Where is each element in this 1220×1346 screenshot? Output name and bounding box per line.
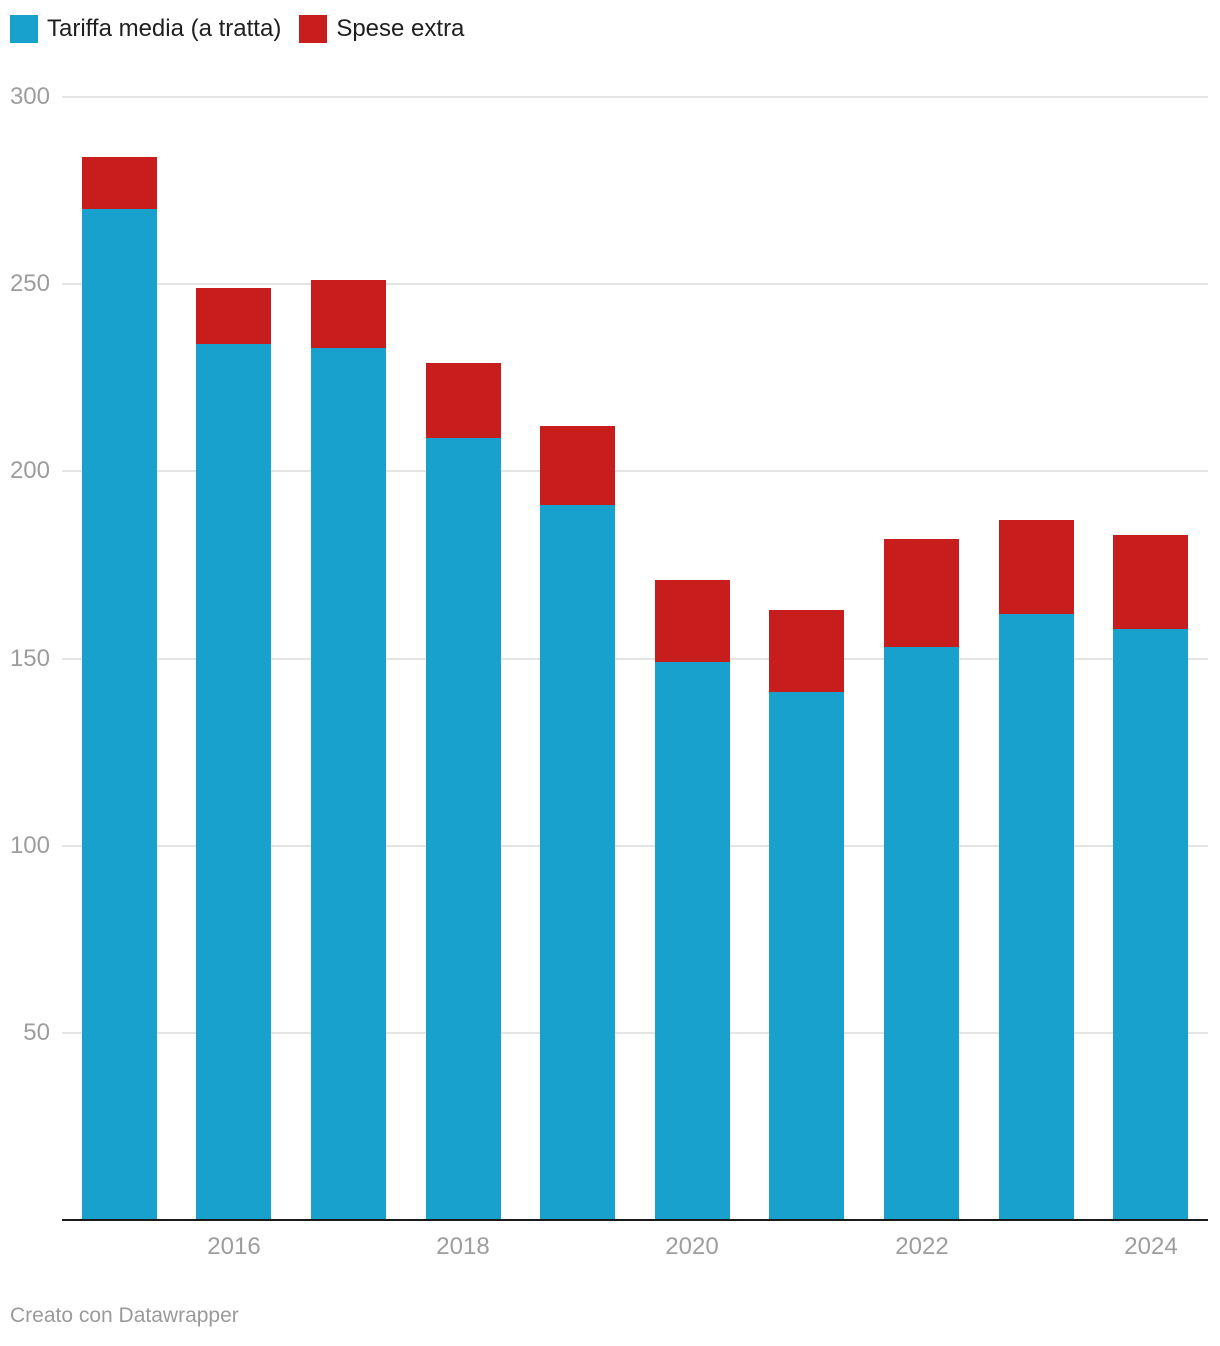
bar-segment-spese-extra-2016[interactable] [196, 288, 271, 344]
x-tick-label-2020: 2020 [665, 1233, 719, 1260]
x-tick-label-2022: 2022 [895, 1233, 949, 1260]
x-axis-line [62, 1219, 1208, 1221]
y-tick-label-150: 150 [9, 645, 50, 672]
y-tick-label-250: 250 [9, 270, 50, 297]
y-tick-label-300: 300 [9, 83, 50, 110]
gridline-300 [62, 96, 1208, 98]
bar-segment-spese-extra-2020[interactable] [655, 580, 730, 662]
bar-segment-spese-extra-2023[interactable] [999, 520, 1074, 614]
y-tick-label-50: 50 [23, 1019, 50, 1046]
bar-segment-spese-extra-2017[interactable] [311, 280, 386, 348]
bar-segment-tariffa-media-a-tratta-2023[interactable] [999, 614, 1074, 1220]
bar-segment-tariffa-media-a-tratta-2020[interactable] [655, 662, 730, 1220]
bar-segment-tariffa-media-a-tratta-2021[interactable] [769, 692, 844, 1220]
x-tick-label-2024: 2024 [1124, 1233, 1178, 1260]
bar-segment-tariffa-media-a-tratta-2024[interactable] [1113, 629, 1188, 1220]
bar-segment-tariffa-media-a-tratta-2018[interactable] [426, 438, 501, 1220]
legend-label-tariffa-media-a-tratta: Tariffa media (a tratta) [47, 15, 282, 42]
bar-segment-tariffa-media-a-tratta-2015[interactable] [82, 209, 157, 1220]
bar-segment-spese-extra-2019[interactable] [540, 426, 615, 505]
datawrapper-credit-link[interactable]: Creato con Datawrapper [10, 1304, 239, 1327]
bar-segment-tariffa-media-a-tratta-2022[interactable] [884, 647, 959, 1220]
bar-segment-tariffa-media-a-tratta-2017[interactable] [311, 348, 386, 1220]
bar-segment-tariffa-media-a-tratta-2019[interactable] [540, 505, 615, 1220]
legend-swatch-spese-extra [299, 15, 328, 43]
bar-segment-spese-extra-2021[interactable] [769, 610, 844, 692]
legend-swatch-tariffa-media-a-tratta [10, 15, 38, 43]
bar-segment-spese-extra-2022[interactable] [884, 539, 959, 647]
y-tick-label-200: 200 [9, 457, 50, 484]
legend-label-spese-extra: Spese extra [336, 15, 465, 42]
gridline-150 [62, 658, 1208, 660]
gridline-200 [62, 470, 1208, 472]
gridline-50 [62, 1032, 1208, 1034]
bar-segment-spese-extra-2015[interactable] [82, 157, 157, 209]
x-tick-label-2018: 2018 [436, 1233, 490, 1260]
bar-segment-spese-extra-2024[interactable] [1113, 535, 1188, 629]
legend-item-spese-extra: Spese extra [299, 15, 464, 43]
bar-segment-spese-extra-2018[interactable] [426, 363, 501, 438]
x-tick-label-2016: 2016 [207, 1233, 261, 1260]
legend: Tariffa media (a tratta) Spese extra [10, 15, 464, 43]
legend-item-tariffa-media-a-tratta: Tariffa media (a tratta) [10, 15, 281, 43]
y-tick-label-100: 100 [9, 832, 50, 859]
bar-segment-tariffa-media-a-tratta-2016[interactable] [196, 344, 271, 1220]
gridline-100 [62, 845, 1208, 847]
gridline-250 [62, 283, 1208, 285]
